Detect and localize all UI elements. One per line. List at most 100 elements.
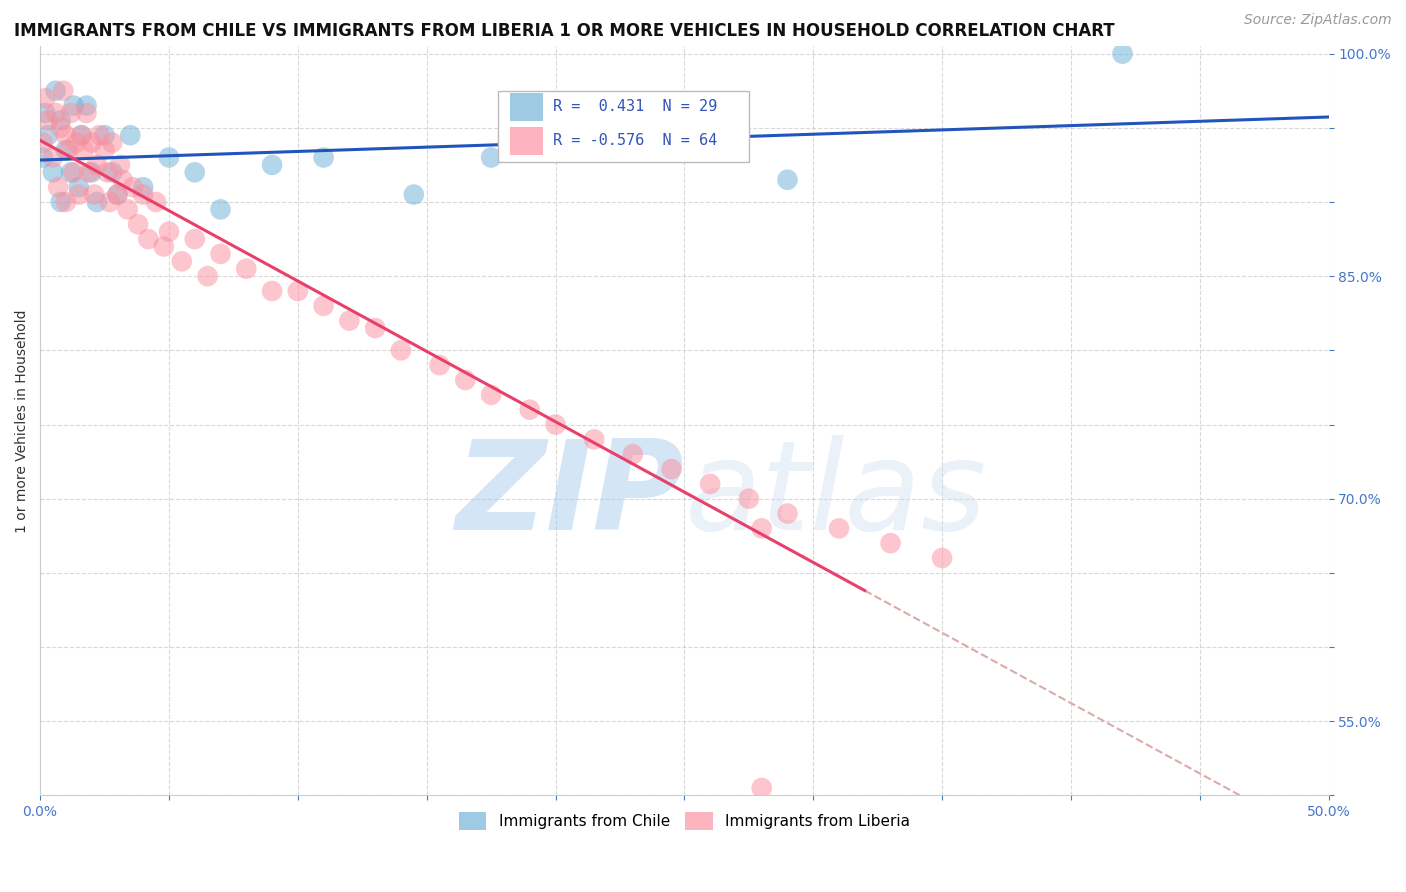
Point — [479, 151, 502, 165]
Point — [209, 202, 232, 217]
Point — [879, 536, 901, 550]
Text: Source: ZipAtlas.com: Source: ZipAtlas.com — [1244, 13, 1392, 28]
Point — [67, 187, 90, 202]
Point — [73, 143, 96, 157]
Point — [209, 247, 232, 261]
Point — [312, 299, 335, 313]
Point — [364, 321, 387, 335]
Text: R =  0.431  N = 29: R = 0.431 N = 29 — [553, 99, 717, 114]
Point — [77, 165, 100, 179]
Point — [107, 187, 129, 202]
Point — [37, 113, 59, 128]
Point — [37, 128, 59, 143]
Point — [76, 106, 98, 120]
Point — [170, 254, 193, 268]
Point — [621, 447, 644, 461]
Point — [58, 143, 80, 157]
Point — [60, 106, 83, 120]
Point — [402, 187, 425, 202]
Legend: Immigrants from Chile, Immigrants from Liberia: Immigrants from Chile, Immigrants from L… — [453, 805, 915, 837]
Point — [70, 128, 93, 143]
Point — [62, 98, 84, 112]
Point — [80, 136, 103, 150]
Point — [828, 521, 851, 535]
Point — [83, 187, 105, 202]
Point — [260, 284, 283, 298]
Point — [120, 128, 142, 143]
Point — [776, 507, 799, 521]
Text: IMMIGRANTS FROM CHILE VS IMMIGRANTS FROM LIBERIA 1 OR MORE VEHICLES IN HOUSEHOLD: IMMIGRANTS FROM CHILE VS IMMIGRANTS FROM… — [14, 22, 1115, 40]
Point — [132, 180, 155, 194]
Point — [101, 165, 124, 179]
Point — [34, 106, 56, 120]
Bar — [510, 127, 543, 155]
Point — [55, 128, 77, 143]
Point — [55, 194, 77, 209]
Point — [49, 194, 72, 209]
Point — [287, 284, 309, 298]
Point — [544, 417, 567, 432]
Point — [931, 551, 953, 566]
Point — [519, 402, 541, 417]
Point — [67, 180, 90, 194]
Point — [184, 165, 207, 179]
Point — [157, 225, 180, 239]
Point — [70, 128, 93, 143]
Point — [132, 187, 155, 202]
Point — [98, 194, 121, 209]
Point — [62, 165, 84, 179]
Point — [93, 128, 115, 143]
Point — [235, 261, 257, 276]
Point — [93, 143, 115, 157]
Point — [661, 462, 683, 476]
Point — [153, 239, 176, 253]
Point — [1111, 46, 1133, 61]
Point — [86, 158, 108, 172]
Point — [52, 84, 75, 98]
Point — [429, 358, 451, 372]
Point — [49, 120, 72, 135]
Bar — [510, 93, 543, 121]
Point — [184, 232, 207, 246]
Point — [46, 180, 69, 194]
Point — [34, 91, 56, 105]
Point — [65, 136, 87, 150]
Point — [117, 202, 139, 217]
Point — [107, 187, 129, 202]
Point — [45, 84, 67, 98]
Point — [49, 113, 72, 128]
Point — [389, 343, 412, 358]
Text: R = -0.576  N = 64: R = -0.576 N = 64 — [553, 134, 717, 148]
Point — [80, 165, 103, 179]
Y-axis label: 1 or more Vehicles in Household: 1 or more Vehicles in Household — [15, 309, 30, 533]
Point — [197, 269, 219, 284]
Point — [479, 388, 502, 402]
Point — [42, 151, 65, 165]
Text: ZIP: ZIP — [456, 435, 685, 557]
Point — [101, 136, 124, 150]
Point — [76, 98, 98, 112]
Point — [55, 143, 77, 157]
Text: atlas: atlas — [685, 435, 987, 557]
Point — [260, 158, 283, 172]
Point — [699, 476, 721, 491]
Point — [157, 151, 180, 165]
Point — [89, 128, 111, 143]
Point — [96, 165, 118, 179]
Point — [60, 165, 83, 179]
Point — [45, 106, 67, 120]
Point — [127, 217, 149, 231]
Point — [751, 780, 773, 795]
Point — [111, 172, 134, 186]
Point — [738, 491, 761, 506]
Point — [42, 165, 65, 179]
Point — [86, 194, 108, 209]
Point — [751, 521, 773, 535]
Point — [312, 151, 335, 165]
Point — [122, 180, 145, 194]
Point — [31, 136, 53, 150]
Point — [108, 158, 131, 172]
Point — [583, 433, 606, 447]
Point — [776, 172, 799, 186]
Point — [454, 373, 477, 387]
